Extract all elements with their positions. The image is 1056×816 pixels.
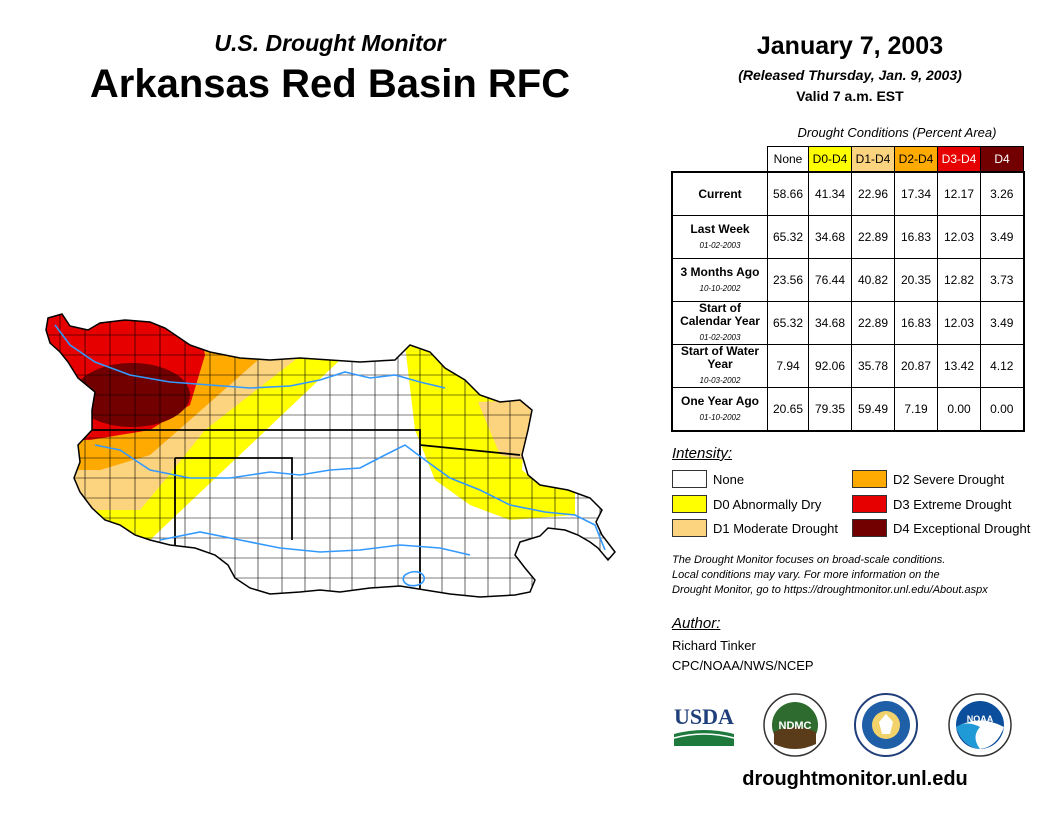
author-title: Author:	[672, 615, 721, 632]
row-date: 10-10-2002	[699, 283, 741, 293]
table-cell: 22.89	[851, 215, 895, 259]
legend-item-d0: D0 Abnormally Dry	[672, 495, 821, 513]
table-cell: 3.49	[980, 215, 1025, 259]
col-header-d4: D4	[980, 146, 1024, 173]
author-name: Richard Tinker	[672, 638, 756, 653]
row-date: 01-10-2002	[699, 412, 741, 422]
row-label: Last Week 01-02-2003	[671, 215, 768, 259]
disclaimer-note: The Drought Monitor focuses on broad-sca…	[672, 554, 988, 596]
table-cell: 12.03	[937, 215, 981, 259]
author-org: CPC/NOAA/NWS/NCEP	[672, 658, 814, 673]
table-cell: 12.03	[937, 301, 981, 345]
row-label: Current	[671, 171, 768, 216]
table-cell: 20.35	[894, 258, 938, 302]
table-cell: 0.00	[980, 387, 1025, 432]
map-title: Arkansas Red Basin RFC	[89, 62, 571, 106]
row-date: 01-02-2003	[699, 333, 741, 342]
table-cell: 17.34	[894, 171, 938, 216]
table-cell: 79.35	[808, 387, 852, 432]
table-cell: 7.19	[894, 387, 938, 432]
svg-text:NDMC: NDMC	[779, 720, 812, 732]
table-cell: 16.83	[894, 301, 938, 345]
legend-item-d1: D1 Moderate Drought	[672, 519, 838, 537]
header-blank	[672, 147, 768, 173]
table-cell: 3.49	[980, 301, 1025, 345]
legend-swatch	[672, 495, 707, 513]
commerce-seal-logo	[854, 693, 918, 757]
table-cell: 7.94	[767, 344, 809, 388]
valid-time: Valid 7 a.m. EST	[796, 88, 904, 104]
state-lines	[92, 429, 521, 590]
table-cell: 22.96	[851, 171, 895, 216]
legend-swatch	[852, 519, 887, 537]
legend-item-d4: D4 Exceptional Drought	[852, 519, 1030, 537]
table-row: One Year Ago 01-10-2002 20.65 79.35 59.49…	[671, 387, 1025, 432]
table-cell: 20.65	[767, 387, 809, 432]
table-cell: 35.78	[851, 344, 895, 388]
table-cell: 34.68	[808, 215, 852, 259]
legend-swatch	[852, 495, 887, 513]
legend-item-d3: D3 Extreme Drought	[852, 495, 1012, 513]
row-label: 3 Months Ago 10-10-2002	[671, 258, 768, 302]
table-cell: 4.12	[980, 344, 1025, 388]
legend-title: Intensity:	[672, 445, 733, 462]
noaa-logo: NOAA	[948, 693, 1012, 757]
row-label: Start of Calendar Year 01-02-2003	[671, 301, 768, 345]
legend-swatch	[852, 470, 887, 488]
drought-conditions-table: None D0-D4 D1-D4 D2-D4 D3-D4 D4 Current …	[671, 146, 1025, 432]
table-cell: 20.87	[894, 344, 938, 388]
website-url: droughtmonitor.unl.edu	[742, 768, 968, 790]
col-header-d3-d4: D3-D4	[937, 146, 981, 173]
table-cell: 59.49	[851, 387, 895, 432]
table-row: Current 58.66 41.34 22.96 17.34 12.17 3.…	[671, 171, 1025, 216]
table-cell: 65.32	[767, 301, 809, 345]
basin-outline	[45, 313, 616, 598]
table-cell: 65.32	[767, 215, 809, 259]
ndmc-logo: NDMC	[763, 693, 827, 757]
legend-item-none: None	[672, 470, 744, 488]
table-header-row: None D0-D4 D1-D4 D2-D4 D3-D4 D4	[672, 146, 1024, 173]
table-cell: 23.56	[767, 258, 809, 302]
table-caption: Drought Conditions (Percent Area)	[797, 125, 997, 140]
table-cell: 12.17	[937, 171, 981, 216]
table-row: Last Week 01-02-2003 65.32 34.68 22.89 16…	[671, 215, 1025, 259]
row-label: Start of Water Year 10-03-2002	[671, 344, 768, 388]
svg-text:USDA: USDA	[674, 704, 734, 729]
svg-text:NOAA: NOAA	[967, 714, 994, 724]
legend-item-d2: D2 Severe Drought	[852, 470, 1004, 488]
table-cell: 22.89	[851, 301, 895, 345]
col-header-d1-d4: D1-D4	[851, 146, 895, 173]
table-cell: 16.83	[894, 215, 938, 259]
table-row: Start of Calendar Year 01-02-2003 65.32 3…	[671, 301, 1025, 345]
row-label: One Year Ago 01-10-2002	[671, 387, 768, 432]
col-header-d0-d4: D0-D4	[808, 146, 852, 173]
map-subtitle: U.S. Drought Monitor	[214, 30, 446, 56]
table-cell: 76.44	[808, 258, 852, 302]
table-cell: 12.82	[937, 258, 981, 302]
row-date: 10-03-2002	[699, 376, 741, 385]
release-date: (Released Thursday, Jan. 9, 2003)	[738, 67, 962, 83]
col-header-none: None	[767, 146, 809, 173]
table-cell: 58.66	[767, 171, 809, 216]
table-cell: 40.82	[851, 258, 895, 302]
table-cell: 41.34	[808, 171, 852, 216]
table-cell: 34.68	[808, 301, 852, 345]
table-cell: 13.42	[937, 344, 981, 388]
table-row: 3 Months Ago 10-10-2002 23.56 76.44 40.82…	[671, 258, 1025, 302]
usda-logo: USDA	[673, 704, 735, 746]
table-cell: 0.00	[937, 387, 981, 432]
drought-map	[45, 313, 616, 598]
col-header-d2-d4: D2-D4	[894, 146, 938, 173]
table-cell: 3.26	[980, 171, 1025, 216]
table-row: Start of Water Year 10-03-2002 7.94 92.06…	[671, 344, 1025, 388]
legend-swatch	[672, 519, 707, 537]
table-cell: 3.73	[980, 258, 1025, 302]
rivers	[54, 324, 606, 587]
table-cell: 92.06	[808, 344, 852, 388]
map-date: January 7, 2003	[756, 32, 944, 60]
row-date: 01-02-2003	[699, 240, 741, 250]
legend-swatch	[672, 470, 707, 488]
